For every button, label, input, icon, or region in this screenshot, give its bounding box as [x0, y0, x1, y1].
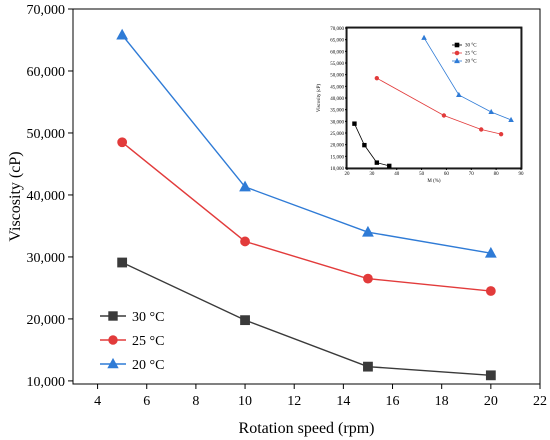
main-data-point: [240, 315, 250, 326]
inset-y-tick-label: 15,000: [330, 155, 344, 160]
main-y-tick-label: 70,000: [27, 3, 66, 18]
inset-y-tick-label: 70,000: [330, 27, 344, 32]
main-legend-label: 20 °C: [132, 358, 164, 373]
inset-legend-label: 25 °C: [465, 52, 477, 57]
main-x-tick-label: 14: [336, 394, 350, 409]
inset-legend: 30 °C 25 °C 20 °C: [452, 42, 477, 65]
main-data-point: [117, 137, 128, 148]
main-legend-marker: [108, 311, 118, 321]
inset-y-tick-label: 40,000: [330, 97, 344, 102]
main-y-tick-label: 60,000: [27, 65, 66, 80]
inset-y-tick-label: 65,000: [330, 39, 344, 44]
inset-legend-label: 30 °C: [465, 44, 477, 49]
main-y-tick-label: 10,000: [27, 375, 66, 390]
inset-x-tick-label: 60: [444, 172, 450, 177]
main-legend-marker: [108, 335, 118, 345]
main-data-point: [485, 286, 496, 296]
main-x-tick-label: 8: [192, 394, 199, 409]
inset-data-point: [488, 108, 494, 115]
main-series-line: [121, 261, 491, 377]
main-data-point: [239, 180, 251, 192]
main-x-axis-label: Rotation speed (rpm): [239, 420, 375, 437]
inset-x-tick-label: 70: [469, 172, 475, 177]
inset-x-tick-label: 30: [369, 172, 375, 177]
inset-data-point: [508, 116, 514, 122]
main-data-point: [485, 370, 496, 381]
inset-x-tick-label: 40: [394, 172, 400, 177]
inset-data-point: [362, 142, 367, 148]
main-y-tick-label: 40,000: [27, 189, 66, 204]
main-data-point: [363, 361, 373, 372]
main-data-point: [484, 246, 497, 258]
inset-data-point: [374, 160, 380, 165]
main-x-tick-label: 6: [143, 394, 150, 409]
inset-x-tick-label: 90: [519, 172, 525, 177]
main-chart-group: 4 6 8 10 12 14 16 18 20 22 10,000 20,000 30,000 40,00…: [7, 3, 547, 437]
main-legend-label: 30 °C: [132, 310, 164, 325]
inset-data-point: [441, 113, 447, 118]
main-plot-frame: [72, 8, 541, 385]
main-series-line: [121, 141, 491, 292]
inset-y-tick-label: 35,000: [330, 109, 344, 114]
main-x-tick-label: 20: [484, 394, 498, 409]
main-data-point: [240, 236, 250, 247]
main-y-tick-label: 20,000: [27, 313, 66, 328]
inset-x-tick-label: 20: [345, 172, 351, 177]
main-legend: 30 °C 25 °C 20 °C: [100, 310, 164, 373]
inset-data-point: [352, 121, 357, 126]
main-x-tick-label: 22: [533, 394, 547, 409]
inset-plot-frame: [346, 27, 522, 169]
inset-data-point: [498, 131, 504, 137]
inset-legend-marker: [454, 42, 460, 48]
main-legend-label: 25 °C: [132, 334, 164, 349]
main-series-line: [121, 34, 491, 254]
inset-y-tick-label: 55,000: [330, 62, 344, 67]
inset-x-tick-label: 80: [494, 172, 500, 177]
main-x-tick-label: 12: [287, 394, 301, 409]
inset-chart-group: 20 30 40 50 60 70 80 90 10,000 15,000 20,000 25,000…: [317, 26, 525, 184]
inset-series-line: [423, 37, 512, 121]
main-data-point: [117, 257, 128, 268]
main-data-point: [362, 225, 374, 237]
inset-y-tick-label: 50,000: [330, 74, 344, 79]
inset-data-point: [374, 75, 380, 81]
inset-legend-marker: [454, 50, 460, 56]
main-legend-marker: [107, 357, 119, 369]
main-x-tick-label: 16: [386, 394, 400, 409]
inset-outer-border: [345, 26, 523, 170]
main-x-tick-label: 4: [94, 394, 101, 409]
inset-y-tick-label: 60,000: [330, 50, 344, 55]
inset-y-tick-label: 20,000: [330, 144, 344, 149]
inset-y-tick-label: 30,000: [330, 120, 344, 125]
inset-legend-marker: [454, 57, 460, 64]
inset-data-point: [387, 163, 392, 169]
main-y-tick-label: 50,000: [27, 127, 66, 142]
inset-data-point: [456, 91, 462, 97]
inset-data-point: [479, 127, 484, 132]
inset-x-axis-label: M (%): [427, 179, 441, 184]
main-x-tick-label: 18: [435, 394, 449, 409]
main-data-point: [116, 28, 129, 40]
inset-series-line: [354, 123, 390, 167]
inset-data-point: [421, 34, 427, 40]
inset-y-tick-label: 10,000: [330, 167, 344, 172]
inset-y-tick-label: 25,000: [330, 132, 344, 137]
inset-x-tick-label: 50: [419, 172, 425, 177]
inset-y-tick-label: 45,000: [330, 85, 344, 90]
main-y-tick-label: 30,000: [27, 251, 66, 266]
inset-series-line: [376, 77, 502, 135]
inset-y-axis-label: Viscosity (cP): [317, 84, 322, 113]
main-x-tick-label: 10: [238, 394, 252, 409]
main-data-point: [363, 273, 373, 284]
inset-legend-label: 20 °C: [465, 60, 477, 65]
main-y-axis-label: Viscosity (cP): [7, 151, 24, 241]
